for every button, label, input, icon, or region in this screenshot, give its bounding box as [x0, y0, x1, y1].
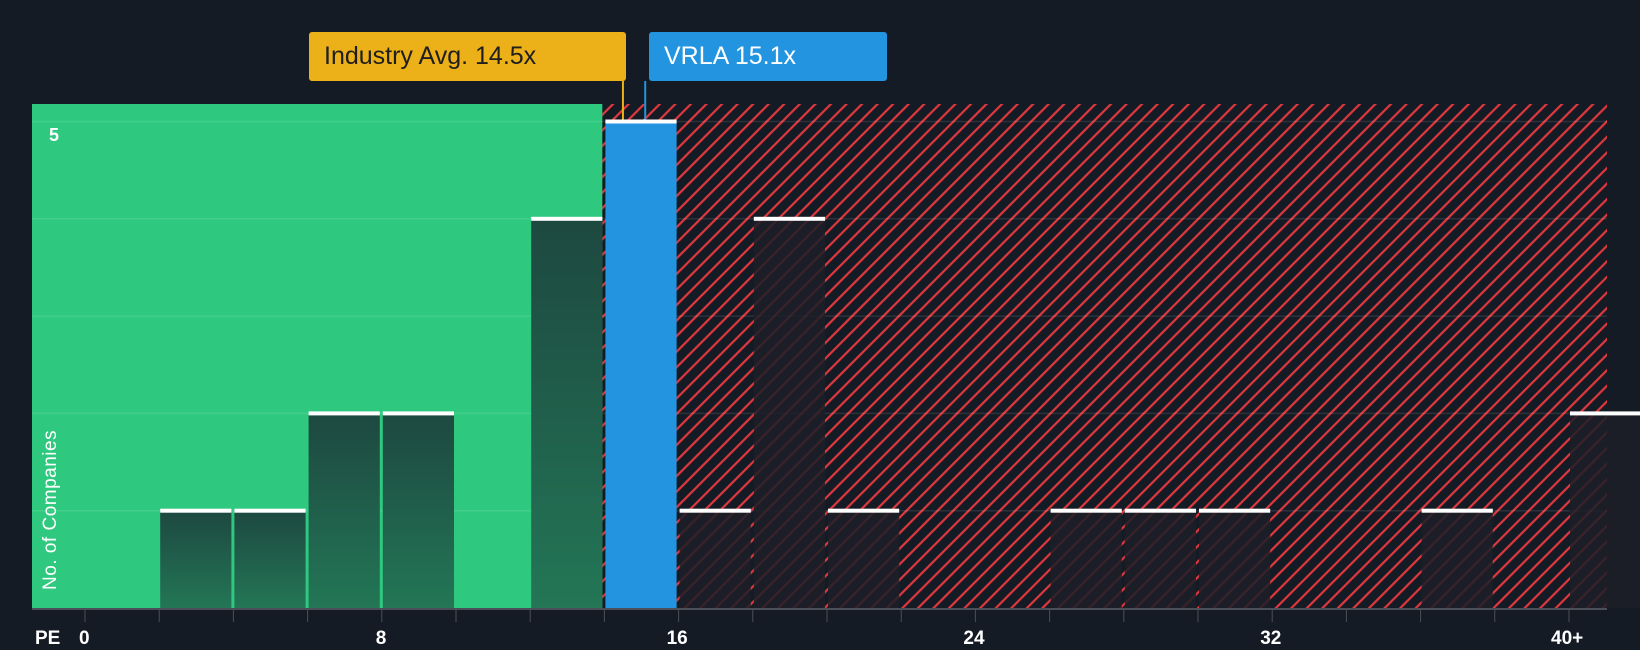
bar-top-marker [753, 216, 825, 221]
x-tick-label: 0 [79, 628, 90, 649]
bar-top-marker [828, 508, 900, 513]
bar-top-marker [679, 508, 751, 513]
bar-top-marker [1421, 508, 1493, 513]
bar-top-marker [1199, 508, 1271, 513]
company-callout: VRLA 15.1x [649, 32, 887, 81]
x-tick-label: 32 [1260, 628, 1282, 649]
histogram-bar [160, 510, 232, 608]
histogram-bar [234, 510, 306, 608]
x-tick-label: 40+ [1551, 628, 1584, 649]
histogram-bar [1199, 510, 1271, 608]
histogram-bar [828, 510, 900, 608]
bar-top-marker [1570, 411, 1640, 416]
industry-avg-callout: Industry Avg. 14.5x [309, 32, 626, 81]
y-axis-label: No. of Companies [40, 429, 61, 590]
histogram-bar [1124, 510, 1196, 608]
histogram-bar [753, 218, 825, 609]
bar-top-marker [160, 508, 232, 513]
histogram-bar [382, 413, 454, 608]
bar-top-marker [234, 508, 306, 513]
y-tick-5: 5 [49, 125, 60, 145]
bar-top-marker [605, 119, 677, 124]
bar-top-marker [308, 411, 380, 416]
histogram-bar [1050, 510, 1122, 608]
bar-top-marker [1124, 508, 1196, 513]
histogram-bar [679, 510, 751, 608]
x-tick-label: 16 [666, 628, 688, 649]
histogram-bar [1421, 510, 1493, 608]
bar-top-marker [382, 411, 454, 416]
x-tick-label: 8 [375, 628, 387, 649]
x-tick-label: 24 [963, 628, 985, 649]
histogram-bar [308, 413, 380, 608]
histogram-bar [531, 218, 603, 609]
histogram-bar [605, 121, 677, 608]
bar-top-marker [531, 216, 603, 221]
bar-top-marker [1050, 508, 1122, 513]
histogram-bar [1570, 413, 1640, 608]
x-axis-label: PE [35, 628, 61, 649]
